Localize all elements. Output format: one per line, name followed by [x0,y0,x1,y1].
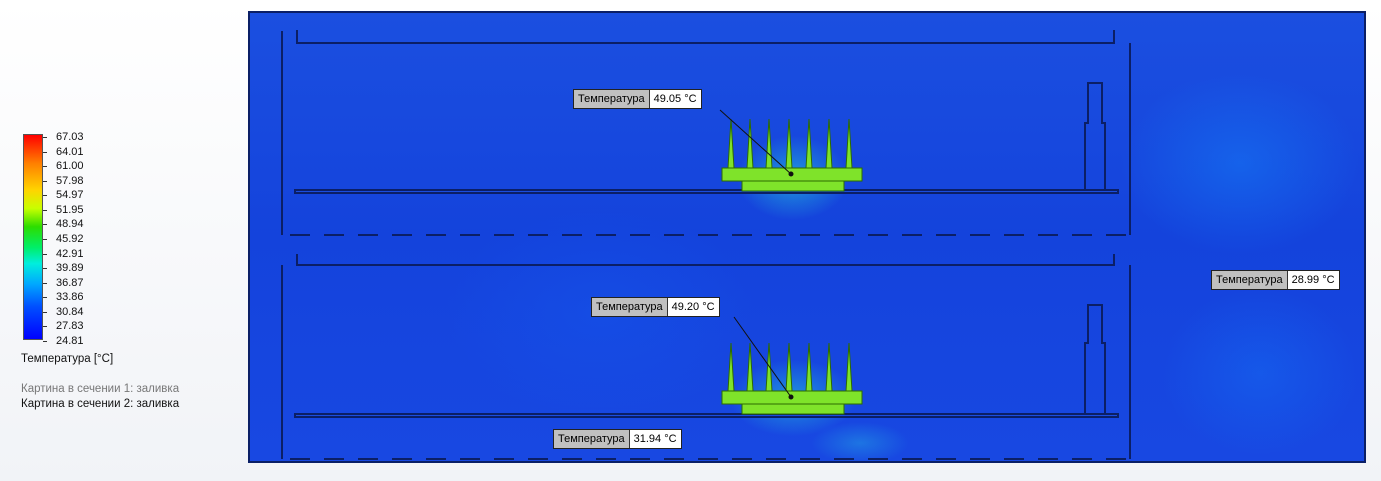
temperature-probe-right-region[interactable]: Температура 28.99 °C [1211,270,1340,290]
probe-point [788,394,794,400]
enclosure-geometry [281,30,1131,460]
upper-heatsink [721,118,863,192]
legend-tick: 48.94 [43,218,84,231]
probe-value: 31.94 °C [629,430,681,448]
legend-tick: 64.01 [43,145,84,158]
temperature-legend: 67.03 64.01 61.00 57.98 54.97 51.95 48.9… [20,131,240,421]
probe-label: Температура [592,298,668,316]
probe-value: 49.05 °C [649,90,701,108]
legend-tick: 51.95 [43,203,84,216]
lower-connector [1084,304,1106,414]
lower-compartment-outline [281,254,1131,459]
temperature-probe-bottom[interactable]: Температура 31.94 °C [553,429,682,449]
probe-label: Температура [1212,271,1288,289]
upper-connector [1084,82,1106,190]
probe-leader-line [719,109,792,175]
section-2-note: Картина в сечении 2: заливка [21,398,180,410]
legend-title: Температура [°C] [21,353,114,365]
temperature-probe-lower-heatsink[interactable]: Температура 49.20 °C [591,297,720,317]
legend-tick: 30.84 [43,305,84,318]
legend-color-bar [23,134,43,340]
simulation-viewport[interactable]: Температура 49.05 °C Температура 49.20 °… [248,11,1366,463]
legend-tick: 27.83 [43,320,84,333]
legend-tick: 61.00 [43,160,84,173]
legend-tick: 54.97 [43,189,84,202]
legend-tick: 24.81 [43,335,84,347]
lower-heatsink [721,342,863,415]
probe-value: 28.99 °C [1287,271,1339,289]
temperature-probe-upper-heatsink[interactable]: Температура 49.05 °C [573,89,702,109]
legend-tick: 39.89 [43,262,84,275]
legend-tick: 45.92 [43,233,84,245]
legend-tick: 33.86 [43,291,84,304]
legend-tick: 67.03 [43,131,84,143]
legend-tick: 36.87 [43,276,84,289]
probe-value: 49.20 °C [667,298,719,316]
upper-shelf [294,189,1119,194]
upper-compartment-outline [281,30,1131,235]
probe-leader-line [733,316,792,398]
lower-shelf [294,413,1119,418]
section-1-note: Картина в сечении 1: заливка [21,383,180,395]
probe-label: Температура [574,90,650,108]
legend-tick: 57.98 [43,174,84,187]
probe-point [788,171,794,177]
probe-label: Температура [554,430,630,448]
legend-tick: 42.91 [43,247,84,260]
